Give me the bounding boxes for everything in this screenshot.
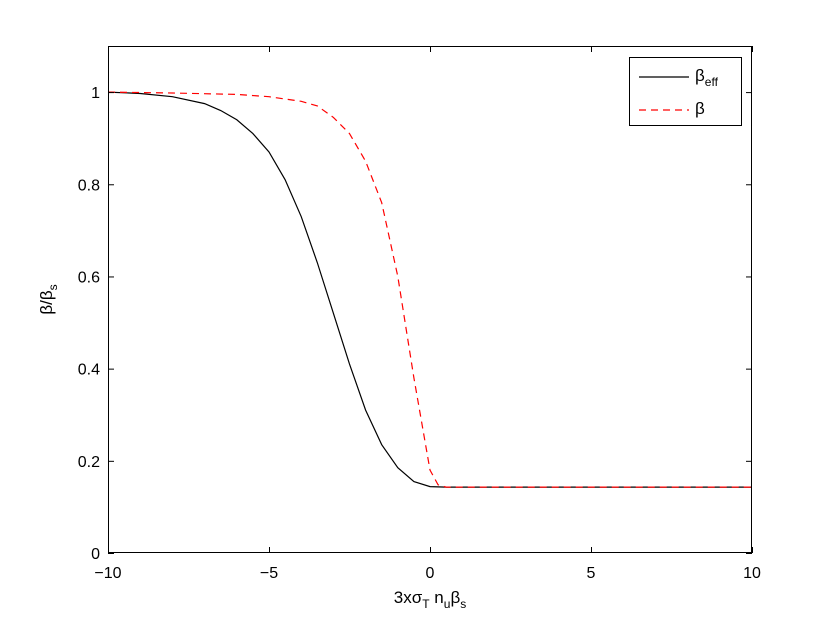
- y-tick-label: 0.4: [78, 362, 100, 379]
- ticks-layer: −10 −5 0 5 10 0 0.2 0.4 0.6 0.8 1: [78, 46, 761, 582]
- x-tick-label: 0: [426, 565, 435, 582]
- x-tick-label: −5: [260, 565, 278, 582]
- x-tick-label: −10: [94, 565, 121, 582]
- legend: βeff β: [629, 57, 742, 126]
- x-axis-label: 3xσT nuβs: [394, 588, 466, 611]
- y-tick-label: 0.6: [78, 269, 100, 286]
- y-tick-label: 0: [91, 546, 100, 563]
- series-line-beta: [107, 91, 752, 488]
- y-axis-label: β/βs: [37, 284, 60, 314]
- legend-label-beta: β: [695, 99, 705, 118]
- series-layer: [107, 91, 752, 488]
- x-tick-label: 5: [587, 565, 596, 582]
- y-tick-label: 0.2: [78, 454, 100, 471]
- legend-box: [629, 57, 742, 126]
- y-tick-label: 0.8: [78, 177, 100, 194]
- plot-area: [108, 46, 752, 553]
- y-tick-label: 1: [91, 85, 100, 102]
- x-tick-label: 10: [743, 565, 761, 582]
- legend-label-beta-eff: βeff: [695, 66, 719, 89]
